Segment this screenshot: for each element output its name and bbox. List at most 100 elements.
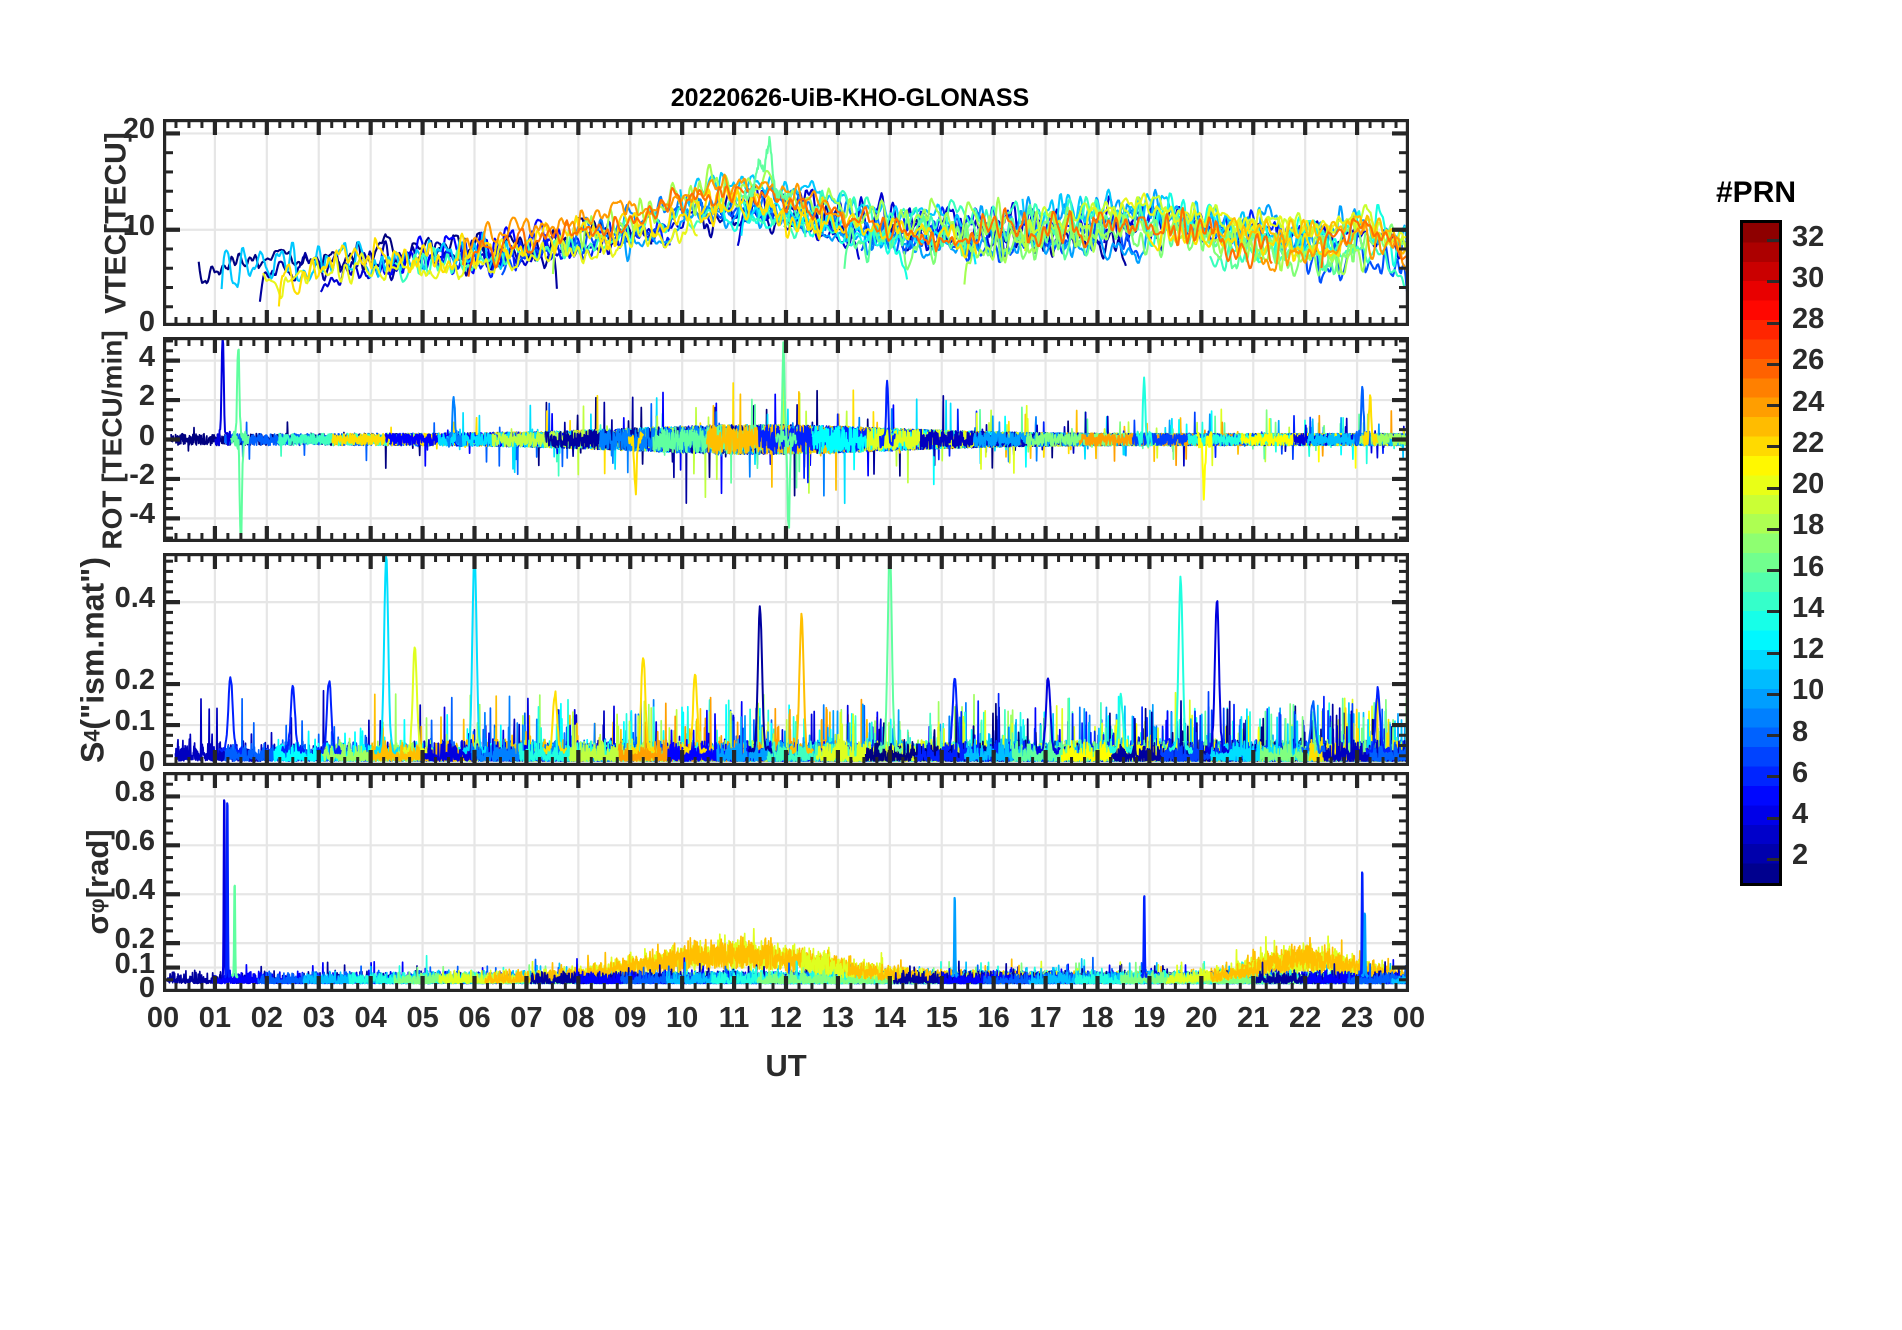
colorbar-tick-label-16: 16 [1792,550,1825,583]
panel-rot[interactable] [163,337,1409,542]
trace [1204,600,1230,755]
trace [775,341,793,448]
colorbar[interactable] [1740,220,1782,886]
trace [950,896,959,978]
colorbar-tickmark-8 [1767,734,1779,738]
trace [627,431,645,496]
y-tick-label-s4-1: 0.1 [114,705,155,738]
panel-sigma-phi[interactable] [163,772,1409,992]
data-traces [170,337,1409,542]
colorbar-tickmark-6 [1767,775,1779,779]
colorbar-tickmark-18 [1767,527,1779,531]
x-tick-label-3: 03 [302,1002,335,1034]
y-tick-label-rot-4: 4 [138,340,155,373]
y-tick-label-s4-3: 0.4 [114,582,155,615]
trace [1365,686,1391,755]
x-tick-label-6: 06 [458,1002,491,1034]
colorbar-tick-label-24: 24 [1792,385,1825,418]
trace [1207,214,1409,264]
colorbar-tickmark-2 [1767,857,1779,861]
colorbar-title: #PRN [1716,176,1797,209]
x-tick-label-12: 12 [769,1002,803,1034]
trace [223,802,231,979]
trace [1035,677,1061,755]
trace [1136,376,1153,448]
trace [281,684,306,754]
trace [860,212,1141,264]
trace [1168,575,1194,755]
data-traces [174,553,1409,762]
colorbar-tick-label-12: 12 [1792,633,1825,666]
colorbar-tickmark-26 [1767,362,1779,366]
x-tick-label-16: 16 [977,1002,1010,1034]
trace [316,680,342,755]
colorbar-tickmark-24 [1767,404,1779,408]
colorbar-tickmark-28 [1767,321,1779,325]
gridlines [163,772,1409,992]
trace [543,690,568,755]
y-tick-label-vtec-0: 0 [138,306,155,338]
y-tick-label-sigma-phi-4: 0.6 [114,825,155,858]
axis-frame [163,119,1409,326]
x-tick-label-1: 01 [198,1002,232,1034]
trace [1303,231,1409,308]
x-tick-label-21: 21 [1237,1002,1270,1034]
colorbar-tickmark-4 [1767,816,1779,820]
x-tick-label-24: 00 [1392,1002,1426,1034]
x-tick-label-2: 02 [250,1002,283,1034]
y-tick-label-sigma-phi-1: 0.1 [114,947,155,980]
trace [789,612,815,754]
colorbar-tick-label-30: 30 [1792,261,1825,294]
trace [682,673,708,755]
colorbar-tick-label-28: 28 [1792,303,1825,336]
colorbar-tick-label-10: 10 [1792,674,1825,707]
x-tick-label-20: 20 [1185,1002,1218,1034]
trace [783,189,1142,237]
colorbar-tickmark-22 [1767,445,1779,449]
x-tick-label-9: 09 [614,1002,647,1034]
x-tick-label-0: 00 [146,1002,180,1034]
colorbar-tick-label-22: 22 [1792,426,1825,459]
data-traces [197,135,1409,308]
trace [743,135,793,201]
x-tick-label-19: 19 [1133,1002,1166,1034]
colorbar-tick-label-20: 20 [1792,468,1825,501]
axis-frame [163,337,1409,542]
y-tick-label-rot-3: 2 [138,380,155,413]
trace [630,657,656,755]
colorbar-tickmark-20 [1767,486,1779,490]
trace [402,646,428,754]
y-tick-label-sigma-phi-0: 0 [138,972,155,1004]
colorbar-gradient [1740,220,1782,886]
trace [1320,217,1409,271]
x-tick-label-14: 14 [873,1002,906,1034]
trace [218,676,243,755]
trace [780,430,798,529]
colorbar-tick-label-6: 6 [1792,756,1809,789]
y-tick-label-sigma-phi-2: 0.2 [114,923,155,956]
panel-vtec[interactable] [163,119,1409,326]
x-tick-label-13: 13 [821,1002,855,1034]
panel-s4[interactable] [163,553,1409,766]
trace [277,186,824,307]
y-tick-label-sigma-phi-5: 0.8 [114,776,155,809]
trace [1259,222,1409,276]
trace [740,201,977,265]
trace [467,185,924,277]
colorbar-tick-label-2: 2 [1792,839,1809,872]
y-tick-label-s4-0: 0 [138,746,155,778]
y-tick-label-rot-2: 0 [138,419,155,452]
colorbar-tickmark-16 [1767,569,1779,573]
page-title: 20220626-UiB-KHO-GLONASS [670,84,1030,112]
axis-frame [163,553,1409,766]
axis-frame [163,772,1409,992]
data-traces [166,799,1409,985]
trace [230,884,239,979]
x-tick-label-18: 18 [1081,1002,1114,1034]
x-tick-label-5: 05 [406,1002,439,1034]
x-tick-label-8: 08 [562,1002,595,1034]
x-tick-label-15: 15 [925,1002,958,1034]
colorbar-tickmark-14 [1767,610,1779,614]
trace [942,677,968,755]
